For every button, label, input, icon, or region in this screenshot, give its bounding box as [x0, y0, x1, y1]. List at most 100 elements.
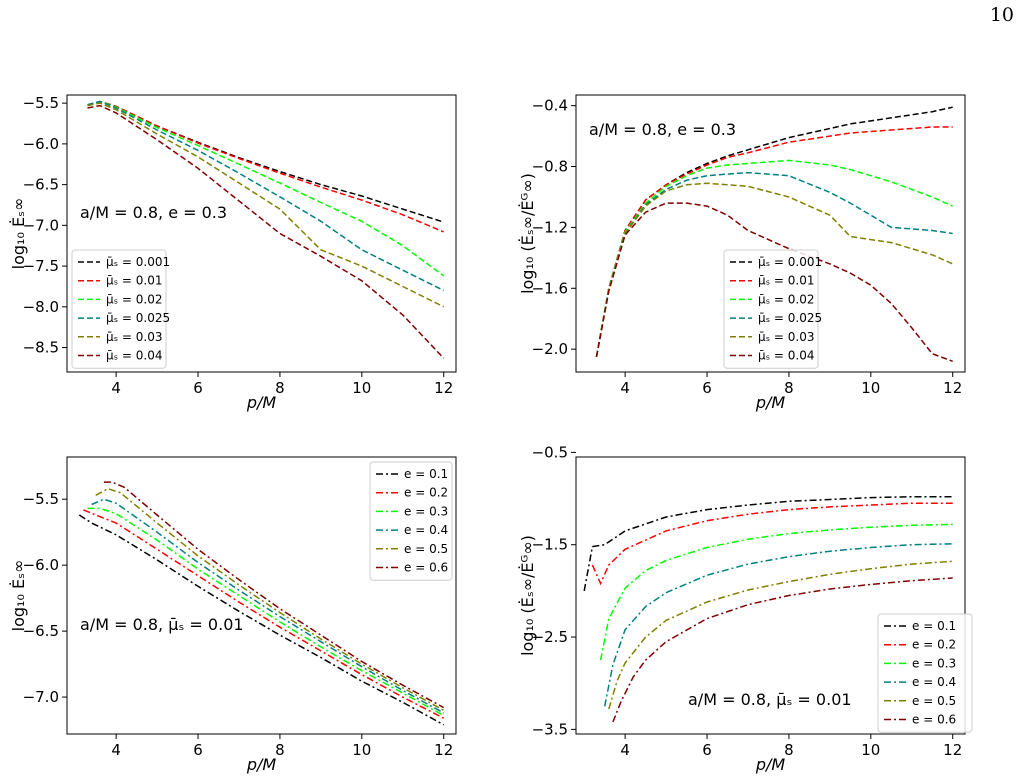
- series-line-5: [103, 481, 445, 709]
- chart-panel-top-left: 4 6 8 10 12 −5.5 −6.0 −6.5 −7.0 −7.5 −8.0 −8.5 p/M lo…: [9, 94, 457, 412]
- series-line-4: [595, 182, 954, 357]
- x-tick-label: 6: [193, 379, 203, 397]
- y-tick-label: −6.0: [23, 135, 59, 153]
- y-axis-label: log₁₀ Ėₛ∞: [9, 560, 28, 632]
- x-tick-label: 12: [434, 741, 453, 759]
- legend-label: e = 0.6: [912, 713, 956, 727]
- y-tick-label: −2.5: [532, 628, 568, 646]
- x-tick-label: 4: [111, 741, 121, 759]
- series-line-1: [591, 502, 953, 586]
- y-tick-label: −1.6: [532, 279, 568, 297]
- legend-label: e = 0.6: [404, 561, 448, 575]
- annotation: a/M = 0.8, μ̄ₛ = 0.01: [80, 615, 244, 634]
- legend-label: μ̄ₛ = 0.02: [758, 292, 815, 306]
- y-tick-label: −0.5: [532, 443, 568, 461]
- x-tick-label: 6: [702, 741, 712, 759]
- legend-label: e = 0.4: [404, 523, 448, 537]
- annotation: a/M = 0.8, e = 0.3: [80, 203, 227, 222]
- y-tick-label: −7.0: [23, 688, 59, 706]
- legend-label: μ̄ₛ = 0.02: [106, 292, 163, 306]
- legend-label: μ̄ₛ = 0.001: [106, 255, 170, 269]
- chart-panel-top-right: 4 6 8 10 12 −0.4 −0.8 −1.2 −1.6 −2.0 p/M log₁₀ (Ėₛ∞…: [518, 94, 966, 412]
- series-line-1: [87, 100, 444, 233]
- x-tick-label: 4: [111, 379, 121, 397]
- y-tick-label: −8.5: [23, 339, 59, 357]
- x-tick-label: 10: [861, 379, 880, 397]
- legend-label: μ̄ₛ = 0.04: [758, 349, 815, 363]
- legend-label: μ̄ₛ = 0.001: [758, 255, 822, 269]
- x-tick-label: 12: [434, 379, 453, 397]
- legend-label: μ̄ₛ = 0.01: [106, 274, 163, 288]
- y-tick-label: −3.5: [532, 720, 568, 738]
- x-tick-label: 10: [352, 379, 371, 397]
- x-axis-label: p/M: [246, 393, 277, 412]
- series-line-1: [83, 509, 445, 719]
- legend-box: [723, 249, 819, 369]
- legend-label: e = 0.2: [404, 486, 448, 500]
- legend-label: e = 0.3: [404, 504, 448, 518]
- chart-panel-bottom-right: 4 6 8 10 12 −0.5 −1.5 −2.5 −3.5 p/M log₁₀ (Ėₛ∞/Ėᴳ∞…: [518, 443, 973, 774]
- series-line-5: [595, 202, 953, 363]
- series-line-3: [87, 100, 445, 292]
- legend-label: μ̄ₛ = 0.025: [106, 311, 170, 325]
- x-tick-label: 10: [861, 741, 880, 759]
- axes-frame: [575, 94, 966, 373]
- y-tick-label: −7.5: [23, 257, 59, 275]
- series-line-4: [87, 102, 445, 308]
- x-tick-label: 4: [620, 379, 630, 397]
- legend-box: [369, 461, 453, 581]
- x-tick-label: 8: [275, 741, 285, 759]
- series-line-1: [595, 126, 953, 357]
- legend-label: μ̄ₛ = 0.04: [106, 349, 163, 363]
- y-axis-label: log₁₀ Ėₛ∞: [9, 198, 28, 270]
- x-tick-label: 8: [784, 741, 794, 759]
- series-line-2: [87, 100, 445, 277]
- y-tick-label: −5.5: [23, 94, 59, 112]
- y-tick-label: −6.0: [23, 556, 59, 574]
- legend-label: μ̄ₛ = 0.03: [758, 330, 815, 344]
- legend-label: e = 0.3: [912, 656, 956, 670]
- y-tick-label: −2.0: [532, 340, 568, 358]
- x-tick-label: 8: [275, 379, 285, 397]
- legend-box: [71, 249, 167, 369]
- x-tick-label: 6: [193, 741, 203, 759]
- legend-label: μ̄ₛ = 0.03: [106, 330, 163, 344]
- legend-label: e = 0.4: [912, 675, 956, 689]
- x-tick-label: 4: [620, 741, 630, 759]
- y-tick-label: −1.5: [532, 536, 568, 554]
- x-tick-label: 10: [352, 741, 371, 759]
- legend-label: e = 0.1: [912, 619, 956, 633]
- series-line-0: [583, 495, 953, 592]
- annotation: a/M = 0.8, μ̄ₛ = 0.01: [688, 690, 852, 709]
- y-axis-label: log₁₀ (Ėₛ∞/Ėᴳ∞): [518, 173, 537, 294]
- chart-panel-bottom-left: 4 6 8 10 12 −5.5 −6.0 −6.5 −7.0 p/M log₁₀ Ėₛ∞ a/M =…: [9, 456, 457, 774]
- series-line-4: [608, 560, 953, 710]
- x-axis-label: p/M: [755, 393, 786, 412]
- legend-label: μ̄ₛ = 0.025: [758, 311, 822, 325]
- series-line-2: [599, 523, 953, 661]
- series-line-5: [612, 577, 953, 723]
- series-line-0: [78, 514, 445, 726]
- series-line-3: [91, 498, 445, 714]
- x-tick-label: 12: [943, 379, 962, 397]
- axes-frame: [66, 94, 457, 373]
- series-line-3: [603, 543, 953, 707]
- legend-box: [877, 613, 973, 733]
- series-line-2: [87, 507, 445, 717]
- x-tick-label: 6: [702, 379, 712, 397]
- legend-label: e = 0.2: [912, 638, 956, 652]
- page-number: 10: [989, 4, 1014, 26]
- y-tick-label: −6.5: [23, 176, 59, 194]
- y-tick-label: −5.5: [23, 490, 59, 508]
- y-tick-label: −1.2: [532, 218, 568, 236]
- legend-label: e = 0.1: [404, 467, 448, 481]
- axes-frame: [66, 456, 457, 735]
- y-tick-label: −8.0: [23, 298, 59, 316]
- x-axis-label: p/M: [755, 755, 786, 774]
- series-line-5: [87, 104, 445, 359]
- axes-frame: [575, 456, 966, 735]
- y-axis-label: log₁₀ (Ėₛ∞/Ėᴳ∞): [518, 535, 537, 656]
- legend-label: μ̄ₛ = 0.01: [758, 274, 815, 288]
- legend-label: e = 0.5: [404, 542, 448, 556]
